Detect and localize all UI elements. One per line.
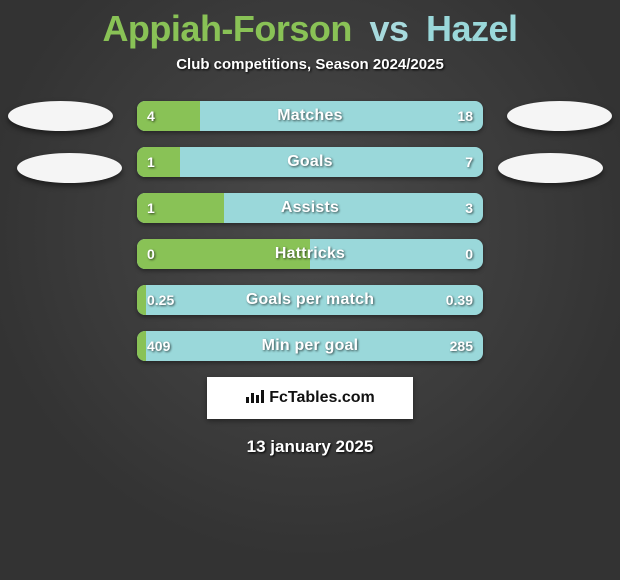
stat-row: 409Min per goal285 xyxy=(137,331,483,361)
player2-name: Hazel xyxy=(426,8,518,49)
source-badge: FcTables.com xyxy=(207,377,413,419)
player2-crest-top xyxy=(507,101,612,131)
comparison-title: Appiah-Forson vs Hazel xyxy=(0,0,620,50)
subtitle: Club competitions, Season 2024/2025 xyxy=(0,56,620,73)
stat-row: 0Hattricks0 xyxy=(137,239,483,269)
stat-label: Goals per match xyxy=(137,285,483,315)
stat-value-right: 0.39 xyxy=(446,285,473,315)
date-text: 13 january 2025 xyxy=(0,437,620,457)
stat-row: 4Matches18 xyxy=(137,101,483,131)
player1-crest-bottom xyxy=(17,153,122,183)
player1-name: Appiah-Forson xyxy=(102,8,351,49)
stat-label: Min per goal xyxy=(137,331,483,361)
stat-row: 0.25Goals per match0.39 xyxy=(137,285,483,315)
player2-crest-bottom xyxy=(498,153,603,183)
player1-crest-top xyxy=(8,101,113,131)
stat-row: 1Goals7 xyxy=(137,147,483,177)
stat-label: Matches xyxy=(137,101,483,131)
stat-bars: 4Matches18 1Goals7 1Assists3 0Hattricks0 0.2… xyxy=(137,101,483,361)
stat-label: Hattricks xyxy=(137,239,483,269)
stat-label: Goals xyxy=(137,147,483,177)
stat-label: Assists xyxy=(137,193,483,223)
source-badge-text: FcTables.com xyxy=(269,389,375,407)
comparison-stage: 4Matches18 1Goals7 1Assists3 0Hattricks0 0.2… xyxy=(0,101,620,457)
stat-value-right: 7 xyxy=(465,147,473,177)
title-vs: vs xyxy=(369,8,408,49)
stat-value-right: 0 xyxy=(465,239,473,269)
stat-row: 1Assists3 xyxy=(137,193,483,223)
stat-value-right: 3 xyxy=(465,193,473,223)
stat-value-right: 18 xyxy=(457,101,473,131)
stat-value-right: 285 xyxy=(450,331,473,361)
bar-chart-icon xyxy=(245,388,269,409)
